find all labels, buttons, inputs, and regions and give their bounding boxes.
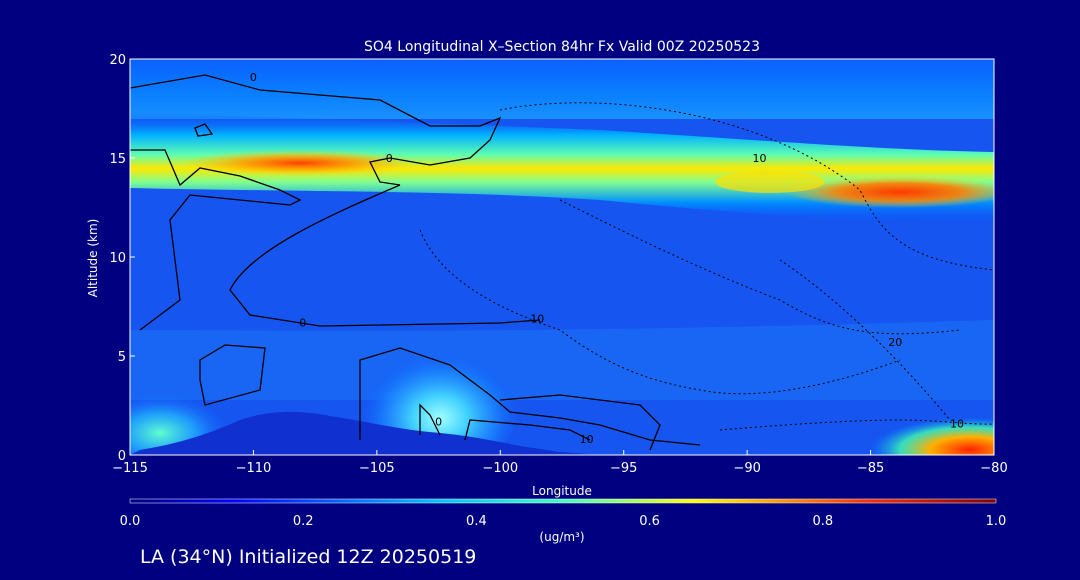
x-tick-label: −85 <box>857 461 884 476</box>
contour-0-mid <box>229 184 541 327</box>
contour-10-dotted-mid <box>419 229 901 395</box>
contour-lines <box>130 74 701 451</box>
contour-label: 10 <box>752 152 766 165</box>
contour-low-east <box>499 394 661 451</box>
x-tick-label: −100 <box>482 461 518 476</box>
colorbar-unit-label: (ug/m³) <box>539 530 584 544</box>
y-tick-label: 0 <box>118 449 126 464</box>
contour-0-upper <box>130 74 502 186</box>
plot-area: 0 0 0 10 10 20 10 10 0 <box>130 59 994 455</box>
contour-label: 0 <box>435 415 442 428</box>
chart-title: SO4 Longitudinal X–Section 84hr Fx Valid… <box>364 39 760 55</box>
y-tick-label: 5 <box>118 350 126 365</box>
contour-label: 10 <box>530 312 544 325</box>
contour-label: 10 <box>950 417 964 430</box>
colorbar-tick-label: 0.6 <box>639 514 660 529</box>
contour-0-plume <box>359 347 701 446</box>
contour-0-small <box>194 123 214 137</box>
colorbar-tick-label: 1.0 <box>986 514 1007 529</box>
contour-0-west <box>130 149 302 331</box>
colorbar-tick-label: 0.4 <box>466 514 487 529</box>
contour-10-dotted-upper <box>499 102 994 271</box>
y-tick-label: 20 <box>109 53 126 68</box>
x-tick-label: −115 <box>112 461 148 476</box>
x-tick-label: −110 <box>236 461 272 476</box>
y-tick-label: 15 <box>109 152 126 167</box>
contour-label: 0 <box>250 71 257 84</box>
tropopause-sulfate-band <box>130 112 994 225</box>
terrain <box>130 411 600 455</box>
contour-10-plume <box>419 403 591 441</box>
contour-0-surface-west <box>199 344 266 406</box>
contour-label-group: 0 0 0 10 10 20 10 10 0 <box>250 71 964 446</box>
upper-atmosphere-field <box>130 59 994 119</box>
colorbar-tick-label: 0.2 <box>293 514 314 529</box>
y-tick-label: 10 <box>109 251 126 266</box>
mid-troposphere-field <box>130 320 994 400</box>
x-tick-label: −90 <box>733 461 760 476</box>
band-peak-west <box>180 150 420 176</box>
x-axis-ticks: −115 −110 −105 −100 −95 −90 −85 −80 <box>112 450 1008 476</box>
colorbar-ticks: 0.0 0.2 0.4 0.6 0.8 1.0 <box>120 514 1007 529</box>
surface-plume <box>360 340 520 455</box>
contour-20-dotted <box>559 199 961 335</box>
x-tick-label: −80 <box>980 461 1007 476</box>
x-axis-label: Longitude <box>532 484 592 498</box>
band-peak-east <box>785 176 994 208</box>
y-axis-ticks: 0 5 10 15 20 <box>109 53 135 464</box>
band-peak-mid <box>715 171 825 193</box>
colorbar <box>129 498 997 504</box>
y-axis-label: Altitude (km) <box>86 219 100 298</box>
contour-label: 20 <box>888 336 902 349</box>
footer-caption: LA (34°N) Initialized 12Z 20250519 <box>140 546 476 568</box>
contour-label: 10 <box>580 433 594 446</box>
x-tick-label: −105 <box>359 461 395 476</box>
colorbar-tick-label: 0.0 <box>120 514 141 529</box>
contour-label: 0 <box>299 316 306 329</box>
colorbar-tick-label: 0.8 <box>812 514 833 529</box>
contour-lines-dotted <box>419 102 994 431</box>
contour-label: 0 <box>386 152 393 165</box>
x-tick-label: −95 <box>610 461 637 476</box>
